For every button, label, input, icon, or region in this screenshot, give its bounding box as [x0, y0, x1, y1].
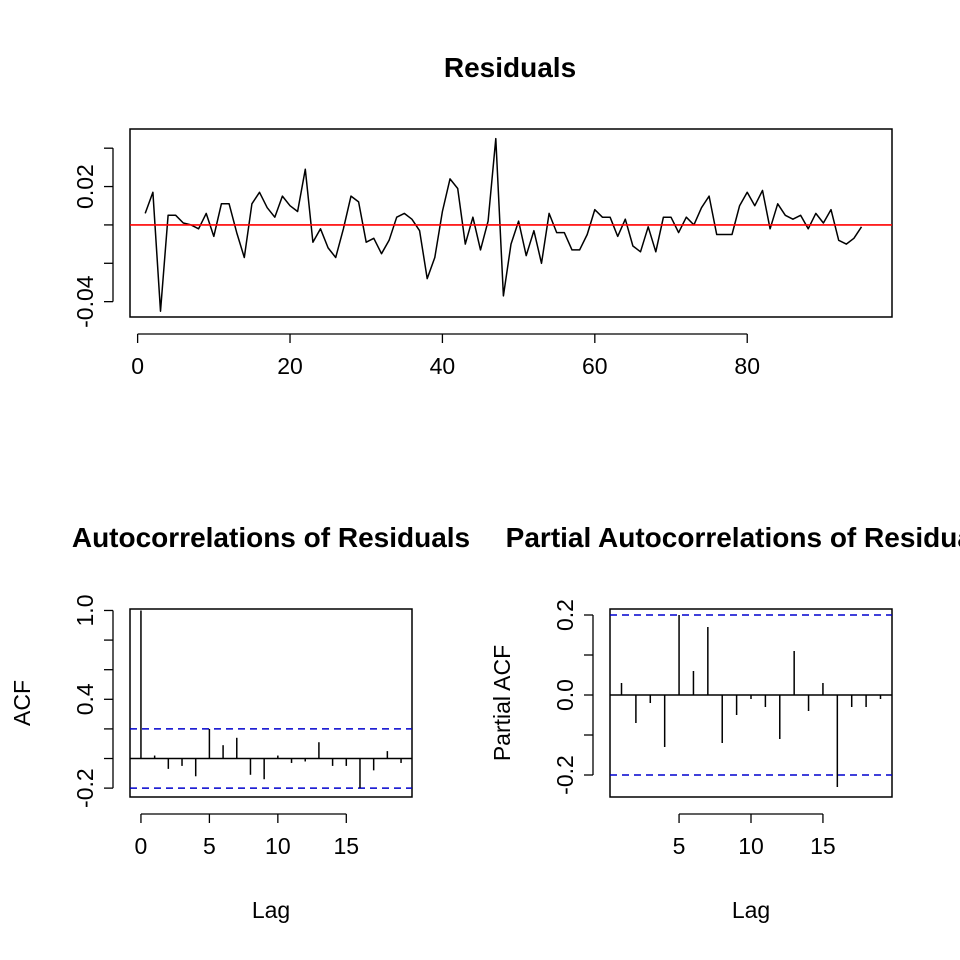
residuals-panel: Residuals 0 20 40 60 80 -0.04 0.02 — [72, 52, 893, 379]
pacf-x-axis: 5 10 15 — [673, 813, 836, 859]
acf-y-tick-label: -0.2 — [72, 768, 98, 808]
residuals-title: Residuals — [444, 52, 576, 83]
pacf-x-axis-label: Lag — [732, 897, 770, 923]
acf-y-tick-label: 0.4 — [72, 683, 98, 715]
pacf-panel: Partial Autocorrelations of Residuals La… — [489, 522, 960, 923]
residuals-x-axis: 0 20 40 60 80 — [131, 333, 760, 379]
pacf-title: Partial Autocorrelations of Residuals — [506, 522, 960, 553]
pacf-x-tick-label: 15 — [810, 833, 836, 859]
acf-x-axis: 0 5 10 15 — [135, 813, 359, 859]
residuals-x-tick-label: 0 — [131, 353, 144, 379]
pacf-y-tick-label: 0.0 — [552, 679, 578, 711]
acf-y-tick-label: 1.0 — [72, 594, 98, 626]
residuals-x-tick-label: 40 — [430, 353, 456, 379]
residuals-marks — [130, 137, 892, 312]
residuals-y-axis: -0.04 0.02 — [72, 147, 114, 328]
residuals-series-line — [144, 137, 863, 312]
pacf-plot-frame — [609, 608, 893, 798]
acf-title: Autocorrelations of Residuals — [72, 522, 470, 553]
acf-panel: Autocorrelations of Residuals Lag ACF 0 5… — [9, 522, 470, 923]
acf-x-tick-label: 10 — [265, 833, 291, 859]
acf-x-tick-label: 0 — [135, 833, 148, 859]
acf-y-axis-label: ACF — [9, 680, 35, 726]
acf-x-axis-label: Lag — [252, 897, 290, 923]
acf-x-tick-label: 5 — [203, 833, 216, 859]
pacf-y-tick-label: -0.2 — [552, 755, 578, 795]
residuals-x-tick-label: 20 — [277, 353, 303, 379]
acf-y-axis: -0.2 0.4 1.0 — [72, 594, 114, 808]
pacf-marks — [610, 614, 892, 787]
pacf-y-axis-label: Partial ACF — [489, 645, 515, 761]
acf-x-tick-label: 15 — [333, 833, 359, 859]
pacf-x-tick-label: 10 — [738, 833, 764, 859]
residuals-plot-frame — [129, 128, 893, 318]
pacf-y-tick-label: 0.2 — [552, 599, 578, 631]
residuals-x-tick-label: 80 — [734, 353, 760, 379]
pacf-x-tick-label: 5 — [673, 833, 686, 859]
residuals-y-tick-label: 0.02 — [72, 164, 98, 209]
residuals-x-tick-label: 60 — [582, 353, 608, 379]
residuals-y-tick-label: -0.04 — [72, 275, 98, 328]
pacf-y-axis: -0.2 0.0 0.2 — [552, 599, 594, 795]
acf-marks — [130, 610, 412, 789]
acf-plot-frame — [129, 608, 413, 798]
